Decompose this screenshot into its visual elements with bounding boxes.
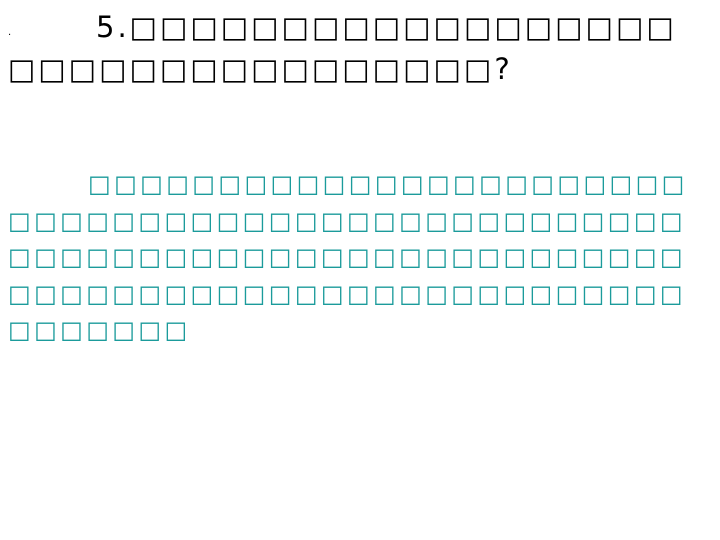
bullet-marker: . [8, 27, 12, 38]
answer-text: □□□□□□□□□□□□□□□□□□□□□□□□□□□□□□□□□□□□□□□□… [8, 170, 688, 344]
question-text: 5.□□□□□□□□□□□□□□□□□□□□□□□□□□□□□□□□□□? [8, 10, 677, 86]
